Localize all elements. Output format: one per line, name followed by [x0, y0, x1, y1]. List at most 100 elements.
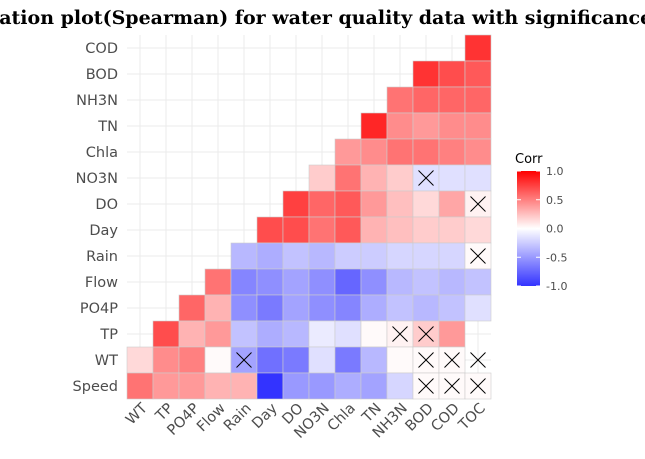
insignificant-cross-mark [392, 326, 408, 342]
heatmap-cell [256, 242, 284, 270]
y-tick-label: Rain [86, 249, 118, 265]
heatmap-cell [438, 190, 466, 218]
heatmap-cell [412, 268, 440, 296]
heatmap-cell [464, 112, 492, 140]
heatmap-cell [386, 268, 414, 296]
y-tick-label: PO4P [80, 301, 118, 317]
legend-tick-label: 0.0 [546, 223, 564, 236]
y-tick-label: COD [85, 41, 118, 57]
heatmap-cell [282, 216, 310, 244]
heatmap-cell [308, 372, 336, 400]
heatmap-cell [256, 216, 284, 244]
heatmap-cell [360, 320, 388, 348]
heatmap-cell [204, 372, 232, 400]
heatmap-cell [308, 190, 336, 218]
insignificant-cross-mark [470, 352, 486, 368]
heatmap-cell [334, 242, 362, 270]
heatmap-cell [230, 268, 258, 296]
heatmap-cell [204, 268, 232, 296]
y-tick-label: Chla [86, 145, 118, 161]
heatmap-cell [334, 320, 362, 348]
heatmap-cell [412, 112, 440, 140]
cross-stroke [470, 248, 486, 264]
heatmap-cell [386, 190, 414, 218]
heatmap-cell [256, 346, 284, 374]
insignificant-cross-mark [418, 352, 434, 368]
cross-stroke [236, 352, 252, 368]
insignificant-cross-mark [444, 352, 460, 368]
heatmap-cell [386, 294, 414, 322]
heatmap-cell [464, 138, 492, 166]
y-tick-label: TN [97, 119, 118, 135]
heatmap-cells [126, 34, 492, 400]
chart-title: lation plot(Spearman) for water quality … [0, 7, 645, 29]
heatmap-cell [386, 86, 414, 114]
heatmap-cell [438, 138, 466, 166]
heatmap-cell [256, 268, 284, 296]
insignificant-cross-mark [418, 378, 434, 394]
heatmap-cell [386, 372, 414, 400]
heatmap-cell [360, 372, 388, 400]
x-tick-label: COD [428, 401, 462, 435]
heatmap-cell [464, 86, 492, 114]
heatmap-cell [152, 346, 180, 374]
heatmap-cell [308, 320, 336, 348]
legend-ticks: 1.0 0.5 0.0 -0.5 -1.0 [517, 165, 567, 293]
legend-title: Corr [515, 152, 543, 167]
heatmap-cell [360, 164, 388, 192]
insignificant-cross-mark [470, 378, 486, 394]
y-tick-label: WT [95, 353, 118, 369]
cross-stroke [418, 378, 434, 394]
heatmap-cell [282, 346, 310, 374]
heatmap-cell [438, 320, 466, 348]
heatmap-cell [360, 294, 388, 322]
heatmap-cell [334, 138, 362, 166]
cross-stroke [470, 378, 486, 394]
heatmap-cell [334, 346, 362, 374]
insignificant-cross-mark [470, 248, 486, 264]
heatmap-cell [308, 346, 336, 374]
cross-stroke [444, 378, 460, 394]
cross-stroke [418, 326, 434, 342]
heatmap-cell [178, 294, 206, 322]
insignificant-cross-mark [236, 352, 252, 368]
heatmap-cell [204, 320, 232, 348]
heatmap-cell [178, 320, 206, 348]
heatmap-cell [334, 164, 362, 192]
heatmap-cell [386, 216, 414, 244]
heatmap-cell [360, 242, 388, 270]
y-tick-label: Speed [73, 379, 118, 395]
heatmap-cell [204, 294, 232, 322]
insignificant-cross-mark [418, 170, 434, 186]
cross-stroke [470, 196, 486, 212]
heatmap-cell [464, 294, 492, 322]
y-tick-label: BOD [86, 67, 118, 83]
heatmap-cell [412, 138, 440, 166]
insignificant-cross-mark [418, 326, 434, 342]
heatmap-cell [308, 294, 336, 322]
heatmap-cell [178, 346, 206, 374]
heatmap-cell [308, 216, 336, 244]
heatmap-cell [464, 34, 492, 62]
heatmap-cell [282, 320, 310, 348]
x-tick-label: Rain [221, 401, 255, 435]
cross-stroke [418, 352, 434, 368]
legend-color-bar [517, 171, 540, 286]
legend-tick-label: -0.5 [546, 251, 567, 264]
heatmap-cell [308, 242, 336, 270]
heatmap-cell [412, 242, 440, 270]
heatmap-cell [256, 294, 284, 322]
heatmap-cell [438, 60, 466, 88]
cross-stroke [392, 326, 408, 342]
heatmap-cell [360, 346, 388, 374]
x-tick-label: WT [123, 400, 151, 428]
heatmap-cell [464, 60, 492, 88]
heatmap-cell [438, 216, 466, 244]
heatmap-cell [464, 216, 492, 244]
heatmap-cell [308, 164, 336, 192]
insignificant-cross-mark [470, 196, 486, 212]
cross-stroke [418, 170, 434, 186]
y-tick-label: DO [95, 197, 118, 213]
legend-tick-label: 0.5 [546, 194, 564, 207]
